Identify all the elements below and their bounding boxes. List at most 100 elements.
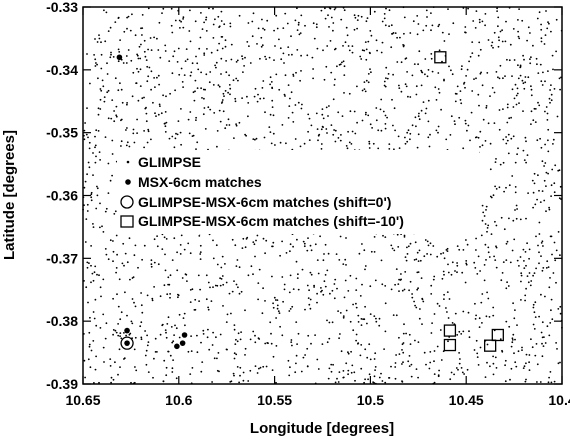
glimpse-msx-match-shift0-point [120, 336, 134, 350]
glimpse-source-dot [272, 241, 275, 244]
glimpse-source-dot [239, 338, 242, 341]
glimpse-source-dot [294, 138, 297, 140]
glimpse-source-dot [342, 376, 345, 379]
glimpse-source-dot [460, 102, 463, 105]
glimpse-source-dot [445, 138, 448, 141]
glimpse-source-dot [231, 290, 234, 293]
glimpse-source-dot [96, 63, 98, 66]
glimpse-source-dot [544, 34, 547, 36]
glimpse-source-dot [195, 119, 197, 121]
glimpse-source-dot [360, 58, 363, 60]
glimpse-source-dot [440, 108, 442, 111]
glimpse-source-dot [95, 155, 97, 158]
glimpse-source-dot [393, 107, 396, 110]
glimpse-source-dot [549, 101, 551, 104]
glimpse-source-dot [495, 224, 498, 227]
glimpse-source-dot [431, 24, 434, 27]
glimpse-source-dot [97, 113, 100, 116]
glimpse-source-dot [534, 203, 537, 206]
glimpse-source-dot [144, 330, 147, 332]
glimpse-source-dot [249, 62, 252, 64]
glimpse-source-dot [453, 120, 456, 122]
glimpse-source-dot [384, 330, 387, 333]
glimpse-source-dot [94, 38, 96, 40]
glimpse-source-dot [275, 73, 278, 76]
glimpse-source-dot [391, 33, 393, 35]
glimpse-source-dot [321, 113, 324, 116]
glimpse-source-dot [532, 119, 535, 122]
glimpse-source-dot [555, 342, 557, 344]
glimpse-source-dot [265, 239, 268, 242]
glimpse-source-dot [406, 246, 408, 249]
glimpse-source-dot [110, 117, 113, 120]
glimpse-source-dot [262, 80, 265, 82]
glimpse-source-dot [253, 243, 256, 246]
glimpse-source-dot [526, 154, 529, 157]
glimpse-source-dot [147, 371, 150, 373]
glimpse-source-dot [381, 20, 384, 23]
glimpse-source-dot [537, 174, 539, 177]
glimpse-source-dot [523, 87, 526, 90]
glimpse-source-dot [153, 36, 156, 39]
glimpse-source-dot [342, 263, 345, 265]
glimpse-source-dot [217, 15, 220, 18]
glimpse-source-dot [466, 243, 469, 246]
glimpse-source-dot [443, 273, 445, 276]
glimpse-source-dot [394, 366, 397, 368]
glimpse-source-dot [538, 315, 540, 318]
glimpse-source-dot [483, 279, 486, 282]
glimpse-source-dot [95, 207, 98, 210]
glimpse-source-dot [236, 59, 239, 62]
glimpse-source-dot [418, 249, 421, 252]
glimpse-source-dot [449, 378, 452, 381]
glimpse-source-dot [364, 90, 367, 93]
glimpse-source-dot [308, 139, 311, 142]
glimpse-source-dot [115, 105, 118, 108]
glimpse-source-dot [247, 380, 250, 382]
glimpse-source-dot [511, 175, 514, 177]
glimpse-source-dot [394, 362, 397, 364]
glimpse-source-dot [385, 77, 387, 79]
glimpse-source-dot [557, 169, 560, 172]
glimpse-source-dot [402, 351, 405, 354]
glimpse-source-dot [537, 72, 540, 74]
glimpse-source-dot [114, 361, 116, 364]
glimpse-source-dot [485, 106, 488, 109]
glimpse-source-dot [221, 275, 224, 277]
glimpse-source-dot [554, 164, 557, 167]
glimpse-source-dot [443, 40, 446, 42]
glimpse-source-dot [83, 186, 86, 189]
glimpse-source-dot [540, 293, 542, 296]
glimpse-source-dot [422, 101, 425, 103]
glimpse-source-dot [233, 328, 236, 331]
glimpse-source-dot [540, 331, 543, 334]
glimpse-source-dot [134, 244, 137, 247]
glimpse-source-dot [320, 128, 323, 131]
glimpse-source-dot [229, 25, 232, 28]
glimpse-source-dot [437, 125, 440, 128]
glimpse-source-dot [85, 218, 88, 221]
glimpse-source-dot [510, 116, 512, 119]
glimpse-source-dot [171, 135, 174, 138]
glimpse-source-dot [195, 148, 197, 151]
glimpse-source-dot [520, 272, 523, 275]
glimpse-source-dot [549, 371, 552, 373]
glimpse-source-dot [429, 242, 432, 245]
glimpse-source-dot [544, 80, 546, 83]
glimpse-source-dot [284, 12, 287, 15]
glimpse-source-dot [169, 296, 171, 299]
glimpse-source-dot [187, 118, 190, 121]
glimpse-source-dot [383, 13, 386, 15]
glimpse-source-dot [526, 275, 529, 277]
glimpse-source-dot [416, 288, 419, 291]
glimpse-source-dot [236, 340, 239, 343]
glimpse-source-dot [164, 131, 167, 133]
glimpse-source-dot [550, 30, 552, 33]
glimpse-source-dot [286, 22, 289, 25]
msx-match-point [124, 327, 130, 334]
glimpse-source-dot [268, 56, 271, 59]
glimpse-source-dot [180, 143, 183, 146]
glimpse-source-dot [484, 223, 487, 225]
glimpse-source-dot [242, 71, 244, 73]
glimpse-source-dot [165, 121, 168, 124]
